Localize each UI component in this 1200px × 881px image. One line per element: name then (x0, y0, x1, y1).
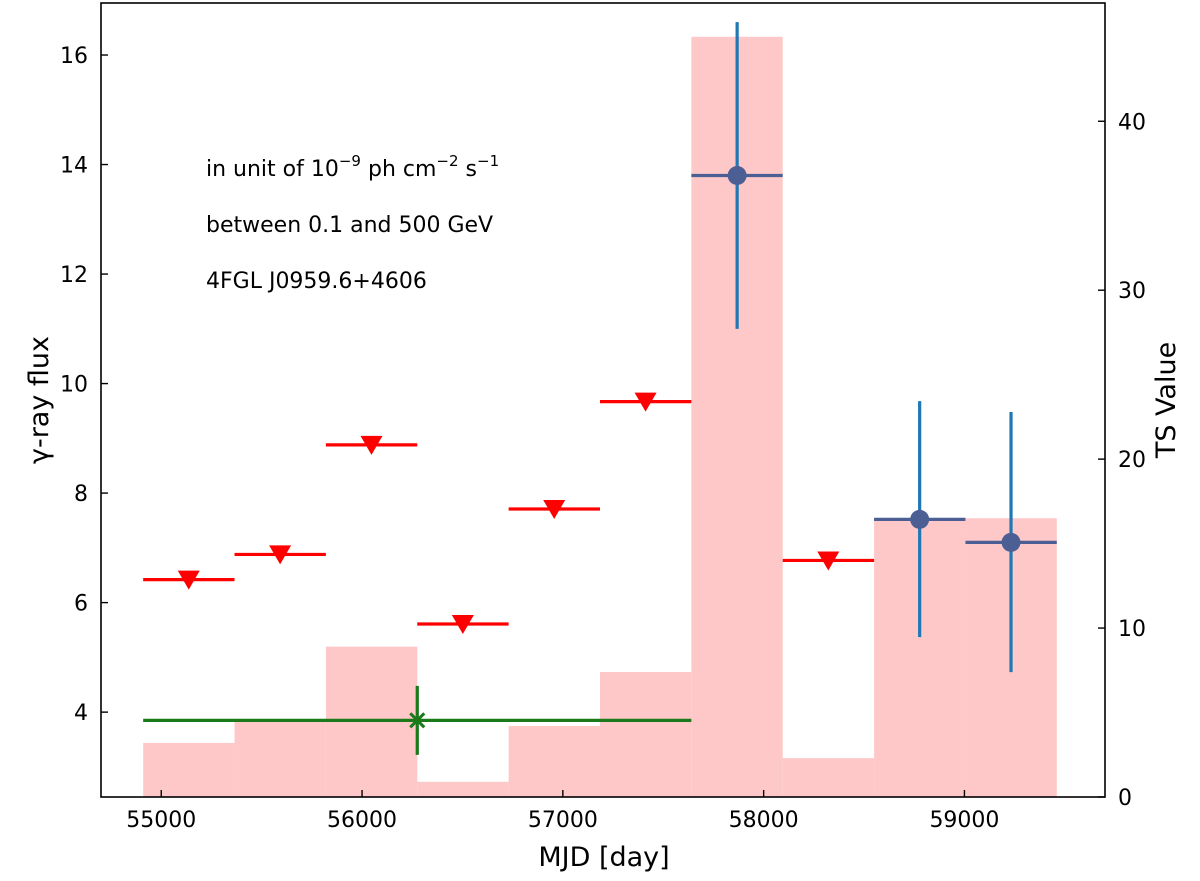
annotation-unit: in unit of 10−9 ph cm−2 s−1 (206, 152, 499, 182)
y-left-tick-label-6: 16 (60, 44, 88, 69)
y-left-tick-label-4: 12 (60, 263, 88, 288)
y-left-tick-label-1: 6 (74, 592, 88, 617)
y-right-tick-label-2: 20 (1118, 448, 1146, 473)
x-axis-title: MJD [day] (538, 842, 669, 873)
plot-frame (100, 2, 1106, 798)
y-left-tick-label-0: 4 (74, 701, 88, 726)
ts-bar-5 (599, 671, 692, 797)
ts-bar-7 (782, 758, 875, 797)
x-tick-label-0: 55000 (126, 808, 196, 833)
x-tick-label-1: 56000 (327, 808, 397, 833)
upper-limit-marker-6 (817, 551, 840, 571)
upper-limit-marker-3 (451, 614, 474, 634)
combined-marker (409, 712, 426, 729)
detection-marker-0 (727, 165, 747, 185)
y-right-tick-label-3: 30 (1118, 279, 1146, 304)
y-left-tick-label-5: 14 (60, 154, 88, 179)
y-axis-right-title: TS Value (1151, 342, 1182, 459)
y-right-tick-label-4: 40 (1118, 110, 1146, 135)
y-left-tick-label-2: 8 (74, 482, 88, 507)
ts-bar-4 (508, 726, 600, 797)
detection-marker-1 (910, 509, 930, 529)
y-right-tick-label-1: 10 (1118, 617, 1146, 642)
y-right-tick-label-0: 0 (1118, 786, 1132, 811)
ts-bar-0 (143, 742, 235, 797)
annotation-energy-range: between 0.1 and 500 GeV (206, 213, 493, 238)
detection-marker-2 (1001, 532, 1021, 552)
axes-layer: 55000 56000 57000 58000 59000 4 6 8 10 12 14 16 0 10 2… (60, 44, 1146, 833)
upper-limit-marker-1 (269, 545, 292, 565)
y-axis-left-title: γ-ray flux (24, 336, 55, 464)
x-tick-label-4: 59000 (929, 808, 999, 833)
y-left-tick-label-3: 10 (60, 373, 88, 398)
upper-limit-marker-2 (360, 435, 383, 455)
ts-bar-3 (417, 781, 509, 797)
upper-limit-marker-4 (543, 499, 566, 519)
x-tick-label-3: 58000 (729, 808, 799, 833)
annotation-source-name: 4FGL J0959.6+4606 (206, 269, 427, 294)
plot-layer (143, 22, 1057, 798)
ts-bar-1 (234, 719, 326, 797)
annotation-block: in unit of 10−9 ph cm−2 s−1 between 0.1 … (206, 152, 499, 294)
x-tick-label-2: 57000 (528, 808, 598, 833)
upper-limit-marker-0 (177, 570, 200, 590)
upper-limit-marker-5 (634, 392, 657, 412)
